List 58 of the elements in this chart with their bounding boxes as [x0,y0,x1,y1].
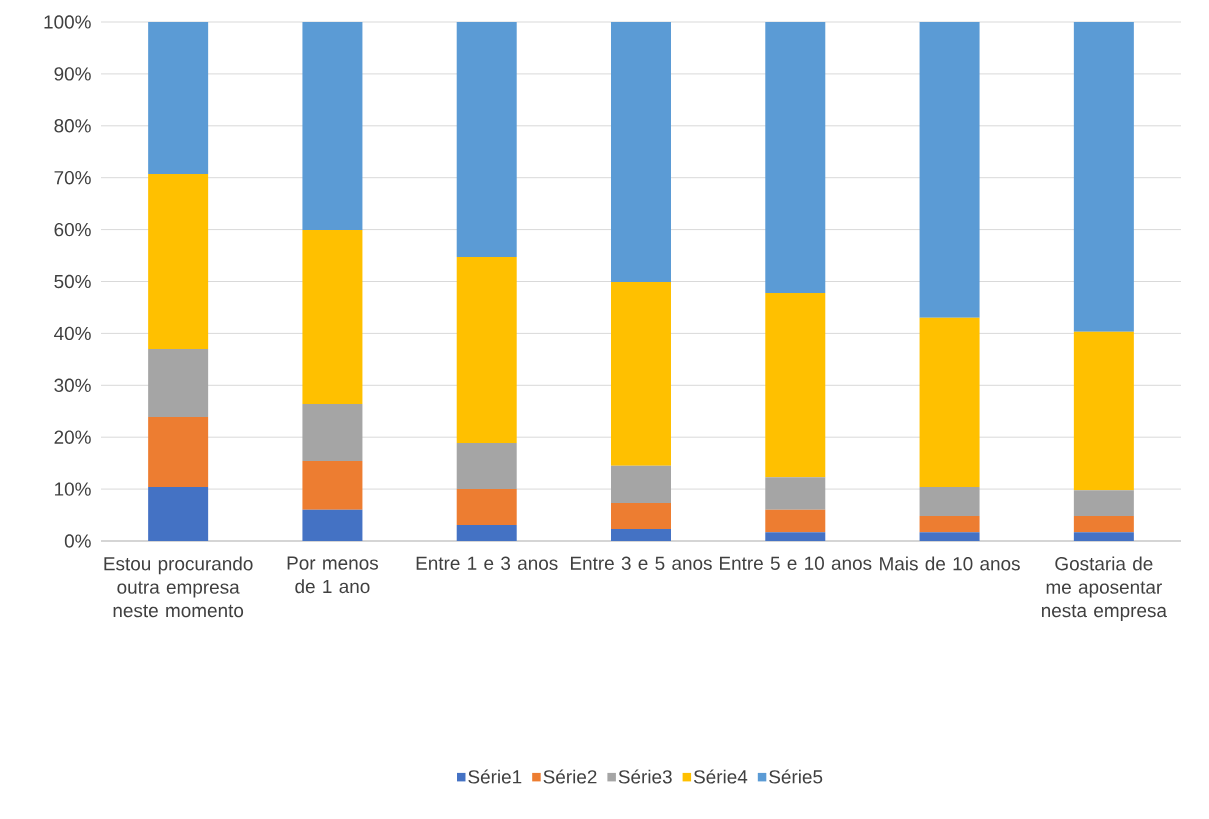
bar [919,317,980,488]
bar [919,487,980,517]
legend-label: Série1 [468,769,522,784]
bar [148,348,209,417]
bar [1073,532,1134,541]
bar [456,21,517,258]
bar [456,442,517,490]
bar [302,403,363,462]
y-tick-label: 90% [54,67,91,81]
x-tick-label: Por menos de 1 ano [287,556,379,594]
x-tick-label: Estou procurando outra empresa neste momento [104,556,253,618]
bar [148,21,209,175]
x-tick-label: Gostaria de me aposentar nesta empresa [1041,556,1167,621]
x-tick-label: Entre 1 e 3 anos [416,556,558,570]
bar [148,416,209,488]
legend-label: Série4 [693,769,748,784]
bar [765,21,826,293]
y-tick-label: 50% [54,274,91,289]
bar [919,516,980,533]
legend-label: Série2 [543,769,597,784]
y-tick-label: 40% [54,326,91,341]
bar [148,174,209,349]
bar [302,509,363,541]
bar [611,282,671,466]
y-tick-label: 0% [64,534,91,548]
bar [456,489,517,525]
y-tick-label: 30% [54,378,91,392]
bar [765,477,826,510]
bar [765,292,826,478]
bar [456,524,517,541]
bar [1073,490,1134,517]
bar [611,529,671,541]
y-tick-label: 60% [54,222,91,237]
bar [765,509,826,533]
bar [148,487,209,541]
bar [456,257,517,443]
x-tick-label: Entre 3 e 5 anos [570,556,712,570]
y-tick-label: 70% [54,170,91,185]
bar [1073,331,1134,491]
bar [611,21,671,283]
y-tick-label: 100% [44,15,91,29]
bar [1073,516,1134,533]
bar [919,21,980,318]
bar [302,21,363,231]
x-tick-label: Mais de 10 anos [880,556,1020,571]
bar [1073,21,1134,332]
bar [611,465,671,504]
legend-label: Série3 [618,769,672,784]
bar [611,503,671,530]
y-tick-label: 20% [54,430,91,444]
bar [302,230,363,404]
x-tick-label: Entre 5 e 10 anos [720,556,872,570]
bar [302,461,363,510]
bar [919,532,980,541]
bar [765,532,826,541]
legend-label: Série5 [769,769,823,784]
y-tick-label: 80% [54,119,91,133]
y-tick-label: 10% [55,482,91,496]
